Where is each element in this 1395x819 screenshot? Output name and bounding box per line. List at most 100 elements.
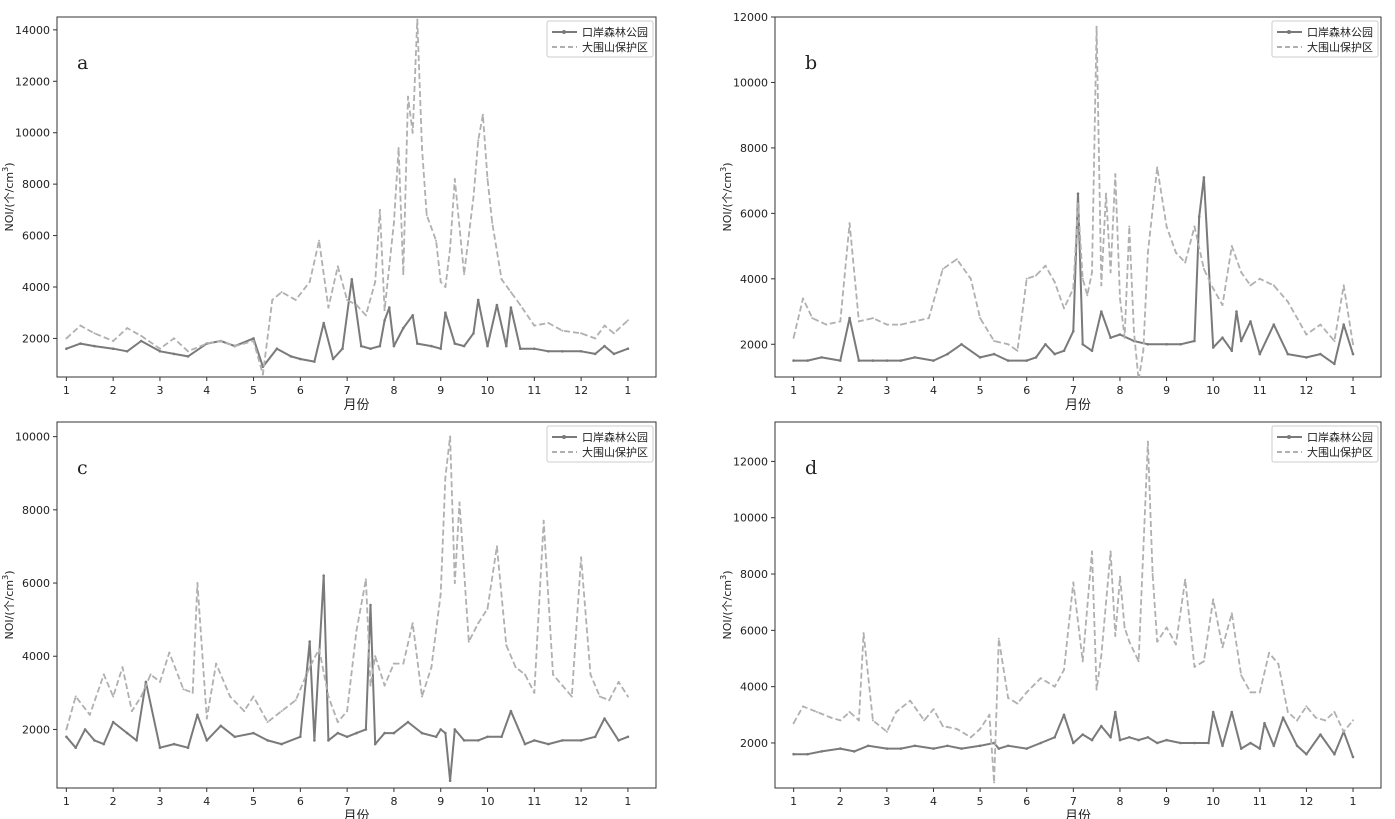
data-point: [336, 265, 339, 268]
data-point: [552, 673, 554, 676]
data-point: [1324, 719, 1327, 722]
y-tick-label: 4000: [740, 681, 768, 694]
data-point: [1305, 356, 1308, 359]
data-point: [848, 316, 851, 320]
panel-label: c: [77, 457, 88, 479]
x-axis-title: 月份: [1065, 398, 1091, 413]
data-point: [355, 304, 358, 306]
data-point: [1086, 294, 1089, 297]
x-tick-label: 11: [527, 795, 541, 808]
y-tick-label: 2000: [22, 723, 50, 736]
legend-marker: [562, 435, 566, 439]
y-tick-label: 8000: [22, 178, 50, 191]
data-point: [1230, 612, 1233, 615]
data-point: [1062, 349, 1066, 353]
data-point: [1076, 192, 1080, 195]
data-point: [593, 352, 597, 356]
data-point: [159, 680, 161, 683]
y-axis-title: NOI/(个/cm3): [719, 163, 734, 232]
data-point: [392, 662, 395, 665]
data-point: [1100, 310, 1103, 313]
x-tick-label: 12: [1299, 384, 1313, 397]
data-point: [1230, 245, 1233, 248]
data-point: [932, 747, 935, 750]
data-point: [1351, 755, 1355, 759]
data-point: [1263, 721, 1266, 725]
legend-box: [546, 20, 654, 58]
data-point: [374, 280, 377, 283]
data-point: [1095, 25, 1098, 28]
x-tick-label: 9: [437, 795, 444, 808]
data-point: [1062, 713, 1066, 717]
data-point: [617, 739, 620, 742]
data-point: [806, 359, 809, 362]
data-point: [486, 735, 489, 739]
x-tick-label: 7: [344, 384, 351, 397]
data-point: [988, 713, 991, 716]
x-tick-label: 9: [437, 384, 444, 397]
data-point: [1016, 349, 1019, 352]
data-point: [435, 239, 438, 242]
series-group: [792, 25, 1355, 377]
data-point: [481, 113, 484, 116]
data-point: [885, 323, 888, 326]
data-point: [1063, 668, 1065, 671]
data-point: [969, 277, 972, 280]
data-point: [430, 344, 433, 348]
data-point: [960, 343, 963, 346]
data-point: [402, 326, 405, 330]
data-point: [1352, 719, 1354, 722]
data-point: [1179, 741, 1182, 745]
data-point: [1221, 304, 1224, 306]
data-point: [327, 739, 330, 742]
data-point: [1197, 215, 1201, 218]
data-point: [158, 350, 162, 353]
data-point: [219, 724, 223, 728]
y-axis-title-main: NOI/(个/cm: [721, 172, 734, 232]
data-point: [1128, 736, 1131, 739]
data-point: [280, 291, 283, 294]
data-point: [1165, 626, 1168, 629]
data-point: [1072, 741, 1075, 745]
data-point: [65, 735, 68, 739]
data-point: [1039, 677, 1042, 680]
data-point: [313, 739, 316, 742]
data-point: [505, 344, 508, 348]
data-point: [491, 221, 494, 224]
data-point: [1081, 277, 1084, 280]
data-point: [79, 342, 82, 345]
x-tick-label: 11: [1253, 384, 1267, 397]
y-tick-label: 12000: [733, 455, 768, 468]
data-point: [191, 691, 194, 694]
y-tick-label: 10000: [15, 127, 50, 140]
data-point: [1286, 300, 1289, 303]
data-point: [1105, 192, 1107, 195]
data-point: [1193, 741, 1196, 745]
data-point: [1235, 310, 1238, 313]
data-point: [252, 340, 255, 342]
data-point: [215, 662, 218, 665]
series-line-dawei: [792, 25, 1354, 377]
data-point: [434, 735, 438, 739]
x-tick-label: 3: [156, 384, 163, 397]
y-axis-title-sup: 3: [1, 575, 10, 580]
data-point: [439, 593, 442, 595]
data-point: [899, 359, 903, 362]
data-point: [1277, 663, 1280, 666]
data-point: [1146, 440, 1149, 443]
data-point: [1202, 176, 1206, 179]
legend-box: [546, 425, 654, 463]
data-point: [308, 666, 311, 669]
data-point: [336, 731, 340, 735]
data-point: [1123, 336, 1126, 339]
data-point: [792, 359, 795, 362]
data-point: [802, 297, 804, 300]
x-tick-label: 7: [1070, 384, 1077, 397]
y-axis-title-sup: 3: [719, 167, 728, 172]
x-tick-label: 3: [883, 795, 890, 808]
data-point: [857, 359, 861, 362]
x-tick-label: 9: [1163, 384, 1170, 397]
